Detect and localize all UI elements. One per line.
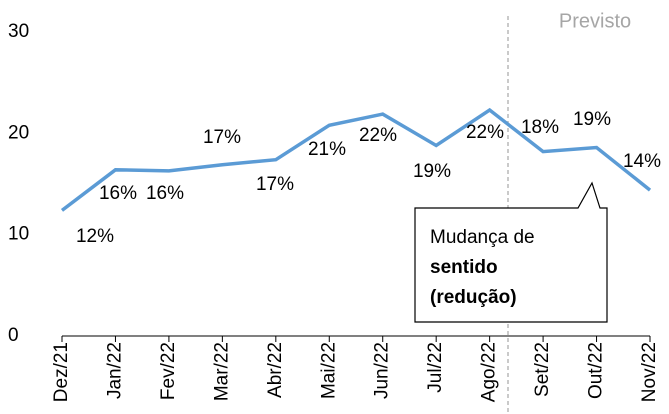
data-label: 22% — [466, 122, 504, 143]
x-tick-label: Mai/22 — [318, 342, 339, 399]
data-label: 22% — [359, 125, 397, 146]
data-label: 12% — [76, 226, 114, 247]
x-tick-label: Abr/22 — [265, 342, 286, 398]
data-label: 21% — [308, 139, 346, 160]
x-tick-label: Ago/22 — [479, 342, 500, 402]
x-tick-label: Out/22 — [586, 342, 607, 399]
x-tick-label: Jun/22 — [372, 342, 393, 399]
callout-text: sentido — [430, 257, 498, 278]
forecast-label: Previsto — [559, 10, 631, 32]
x-tick-label: Fev/22 — [158, 342, 179, 400]
series-line — [60, 107, 652, 212]
data-label: 17% — [203, 127, 241, 148]
data-label: 16% — [146, 183, 184, 204]
callout-text: Mudança de — [430, 227, 535, 248]
y-tick-label: 0 — [8, 325, 19, 346]
data-label: 18% — [521, 117, 559, 138]
y-tick-label: 30 — [8, 21, 29, 42]
y-tick-label: 10 — [8, 224, 29, 245]
x-tick-label: Mar/22 — [211, 342, 232, 401]
y-tick-label: 20 — [8, 122, 29, 143]
data-label: 17% — [256, 174, 294, 195]
x-tick-label: Set/22 — [532, 342, 553, 397]
data-label: 16% — [99, 183, 137, 204]
x-tick-label: Jul/22 — [425, 342, 446, 393]
x-tick-label: Nov/22 — [639, 342, 660, 402]
callout-text: (redução) — [430, 287, 517, 308]
x-tick-label: Dez/21 — [51, 342, 72, 402]
callout-box — [414, 181, 608, 323]
x-tick-label: Jan/22 — [104, 342, 125, 399]
data-label: 19% — [413, 161, 451, 182]
data-label: 14% — [623, 151, 661, 172]
data-label: 19% — [573, 109, 611, 130]
